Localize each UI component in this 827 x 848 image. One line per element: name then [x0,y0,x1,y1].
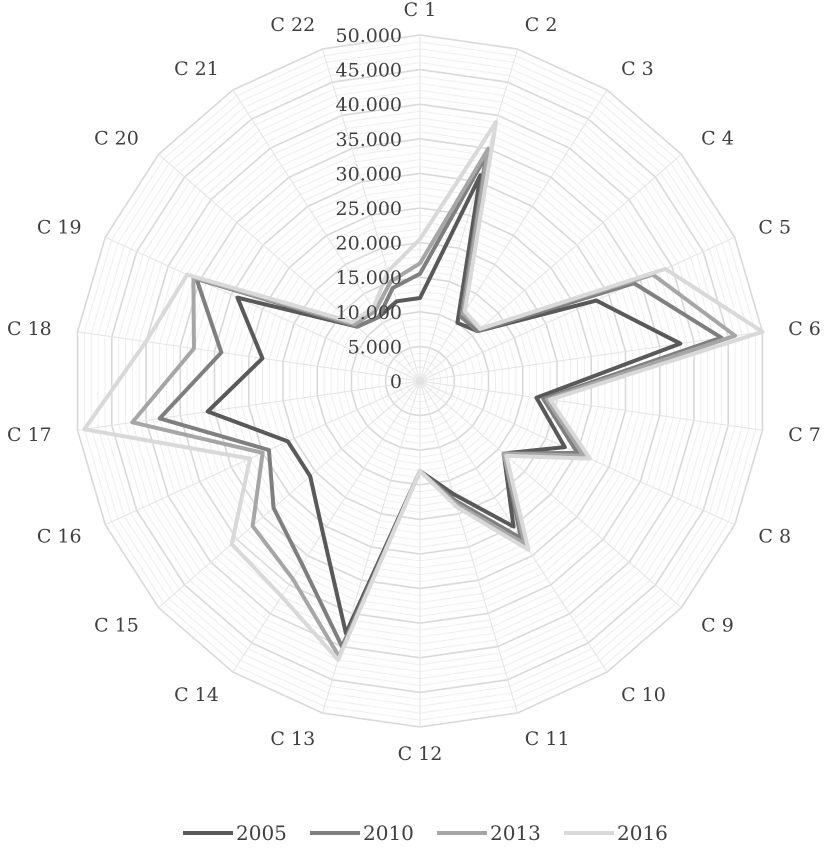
spoke-line [158,154,421,382]
category-label: C 4 [701,127,734,149]
tick-label: 5.000 [348,336,402,358]
tick-label: 40.000 [336,94,402,116]
spoke-line [322,48,421,382]
legend: 2005 2010 2013 2016 [183,821,668,845]
tick-label: 25.000 [336,198,402,220]
category-label: C 5 [758,216,791,238]
spoke-line [419,154,682,382]
category-label: C 14 [174,684,219,706]
spoke-line [158,380,421,608]
category-label: C 3 [621,58,654,80]
radar-series [82,120,765,662]
category-label: C 20 [94,127,139,149]
category-label: C 19 [37,216,82,238]
category-label: C 1 [404,0,437,21]
spoke-line [419,331,763,382]
legend-label: 2016 [617,821,668,845]
category-label: C 12 [398,743,443,765]
spoke-line [419,236,735,382]
category-label: C 22 [270,14,315,36]
legend-label: 2013 [490,821,541,845]
category-label: C 8 [758,526,791,548]
radial-axis-tick-labels: 0 5.000 10.000 15.000 20.000 25.000 30.000 35.0… [336,25,402,393]
category-label: C 17 [7,424,52,446]
category-label: C 2 [525,14,558,36]
tick-label: 10.000 [336,302,402,324]
category-label: C 21 [174,58,219,80]
category-label: C 15 [94,615,139,637]
category-label: C 9 [701,615,734,637]
legend-label: 2005 [236,821,287,845]
tick-label: 35.000 [336,129,402,151]
spoke-line [105,236,421,382]
spoke-line [419,380,682,608]
category-label: C 16 [37,526,82,548]
spoke-line [419,48,518,382]
category-label: C 6 [788,318,821,340]
tick-label: 20.000 [336,233,402,255]
tick-label: 15.000 [336,267,402,289]
tick-label: 0 [390,371,402,393]
category-label: C 10 [621,684,666,706]
category-label: C 7 [788,424,821,446]
radar-spokes [77,35,763,727]
category-labels: C 1 C 2 C 3 C 4 C 5 C 6 C 7 C 8 C 9 C 10 C 11 C 12 C… [7,0,821,765]
spoke-line [419,380,518,714]
spoke-line [232,380,421,673]
category-label: C 13 [270,728,315,750]
spoke-line [232,89,421,382]
tick-label: 50.000 [336,25,402,47]
legend-label: 2010 [363,821,414,845]
spoke-line [419,380,763,431]
tick-label: 45.000 [336,60,402,82]
spoke-line [77,331,421,382]
series-line-2016 [82,120,765,662]
category-label: C 18 [7,318,52,340]
category-label: C 11 [525,728,570,750]
spoke-line [419,89,608,382]
tick-label: 30.000 [336,163,402,185]
